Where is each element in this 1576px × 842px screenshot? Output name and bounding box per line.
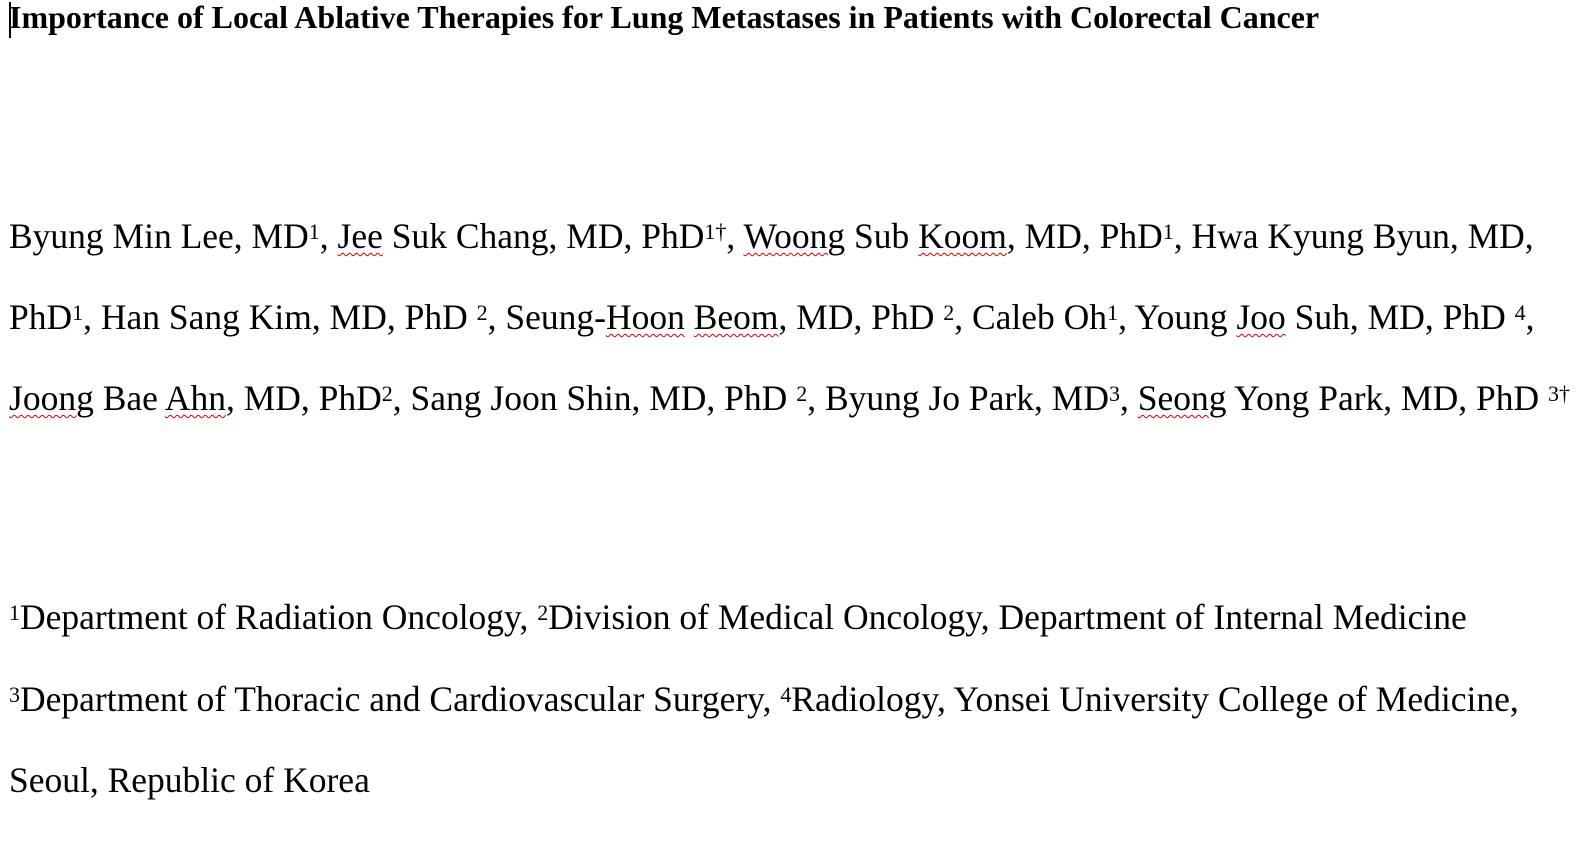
text-run: , bbox=[1525, 297, 1535, 337]
superscript-marker: 2 bbox=[476, 299, 488, 325]
text-run: Radiology, Yonsei University College of … bbox=[791, 679, 1519, 719]
spellcheck-flagged-word: Joo bbox=[1236, 297, 1286, 337]
superscript-marker: 4 bbox=[1514, 299, 1526, 325]
superscript-marker: 1 bbox=[72, 299, 84, 325]
superscript-marker: 4 bbox=[780, 681, 792, 707]
text-run: Department of Radiation Oncology, bbox=[20, 597, 538, 637]
author-line-3: Joong Bae Ahn, MD, PhD2, Sang Joon Shin,… bbox=[9, 378, 1571, 418]
superscript-marker: 1 bbox=[9, 599, 20, 625]
spellcheck-flagged-word: Seong bbox=[1137, 378, 1227, 418]
text-run: , MD, PhD bbox=[225, 378, 382, 418]
text-run: PhD bbox=[9, 297, 73, 337]
text-run bbox=[685, 297, 694, 337]
superscript-marker: 3 bbox=[1108, 380, 1120, 406]
text-run: , Han Sang Kim, MD, PhD bbox=[83, 297, 477, 337]
author-line-2: PhD1, Han Sang Kim, MD, PhD 2, Seung-Hoo… bbox=[9, 297, 1535, 337]
text-run: , bbox=[319, 216, 338, 256]
spellcheck-flagged-word: Hoon bbox=[605, 297, 685, 337]
text-run: , Young bbox=[1118, 297, 1237, 337]
superscript-marker: 2 bbox=[381, 380, 393, 406]
text-run: , MD, PhD bbox=[1006, 216, 1163, 256]
text-run: , MD, PhD bbox=[778, 297, 944, 337]
superscript-marker: 1† bbox=[704, 218, 727, 244]
text-run: Byung Min Lee, MD bbox=[9, 216, 309, 256]
text-run: , bbox=[726, 216, 744, 256]
superscript-marker: 1 bbox=[308, 218, 320, 244]
text-run: Department of Thoracic and Cardiovascula… bbox=[20, 679, 781, 719]
paper-title: Importance of Local Ablative Therapies f… bbox=[9, 0, 1320, 35]
superscript-marker: 3 bbox=[9, 681, 20, 707]
superscript-marker: 2 bbox=[796, 380, 808, 406]
superscript-marker: 1 bbox=[1162, 218, 1174, 244]
text-run: Division of Medical Oncology, Department… bbox=[548, 597, 1467, 637]
spellcheck-flagged-word: Woong bbox=[743, 216, 846, 256]
superscript-marker: 2 bbox=[537, 599, 549, 625]
text-run: Suk Chang, MD, PhD bbox=[382, 216, 705, 256]
text-cursor bbox=[9, 2, 11, 38]
text-run: Seoul, Republic of Korea bbox=[9, 760, 370, 800]
author-line-1: Byung Min Lee, MD1, Jee Suk Chang, MD, P… bbox=[9, 216, 1534, 256]
spellcheck-flagged-word: Joong bbox=[9, 378, 94, 418]
text-run: , Byung Jo Park, MD bbox=[807, 378, 1109, 418]
spellcheck-flagged-word: Ahn bbox=[164, 378, 226, 418]
superscript-marker: 1 bbox=[1107, 299, 1119, 325]
text-run: Yong Park, MD, PhD bbox=[1226, 378, 1549, 418]
text-run: Bae bbox=[93, 378, 165, 418]
text-run: Suh, MD, PhD bbox=[1285, 297, 1515, 337]
superscript-marker: 2 bbox=[943, 299, 955, 325]
spellcheck-flagged-word: Koom bbox=[918, 216, 1007, 256]
text-run: , bbox=[1119, 378, 1138, 418]
text-run: , Sang Joon Shin, MD, PhD bbox=[392, 378, 797, 418]
spellcheck-flagged-word: Beom bbox=[693, 297, 779, 337]
affiliation-line-1: 1Department of Radiation Oncology, 2Divi… bbox=[9, 597, 1467, 637]
text-run: , Caleb Oh bbox=[954, 297, 1108, 337]
affiliation-line-2: 3Department of Thoracic and Cardiovascul… bbox=[9, 679, 1519, 719]
affiliation-line-3: Seoul, Republic of Korea bbox=[9, 760, 370, 800]
text-run: , Seung- bbox=[487, 297, 606, 337]
spellcheck-flagged-word: Jee bbox=[337, 216, 383, 256]
text-run: Sub bbox=[845, 216, 919, 256]
superscript-marker: 3† bbox=[1548, 380, 1571, 406]
text-run: , Hwa Kyung Byun, MD, bbox=[1173, 216, 1534, 256]
